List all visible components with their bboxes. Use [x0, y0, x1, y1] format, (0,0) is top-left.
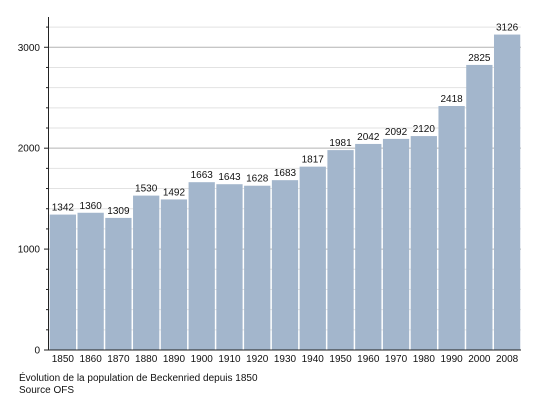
- data-label-1940: 1817: [302, 155, 325, 166]
- data-label-1920: 1628: [246, 174, 269, 185]
- data-label-2008: 3126: [496, 23, 519, 34]
- chart-caption: Évolution de la population de Beckenried…: [19, 373, 258, 384]
- data-label-1880: 1530: [135, 184, 158, 195]
- data-label-1950: 1981: [329, 138, 352, 149]
- bar-1990: [438, 106, 465, 350]
- bar-1890: [160, 199, 188, 350]
- bar-1850: [49, 214, 77, 350]
- bar-1940: [299, 166, 326, 350]
- data-label-1930: 1683: [274, 168, 297, 179]
- x-tick-1870: 1870: [107, 354, 130, 365]
- data-label-1890: 1492: [163, 187, 186, 198]
- x-tick-1910: 1910: [218, 354, 241, 365]
- bar-1910: [216, 184, 243, 350]
- x-tick-1900: 1900: [191, 354, 214, 365]
- data-label-1900: 1663: [191, 170, 214, 181]
- x-tick-1860: 1860: [80, 354, 103, 365]
- x-tick-1940: 1940: [302, 354, 325, 365]
- bars: [49, 34, 521, 351]
- data-label-1850: 1342: [52, 203, 75, 214]
- bar-1970: [382, 138, 410, 350]
- x-tick-2000: 2000: [468, 354, 491, 365]
- data-label-1910: 1643: [218, 172, 241, 183]
- y-tick-1000: 1000: [18, 245, 41, 256]
- data-label-2000: 2825: [468, 53, 491, 64]
- data-label-1860: 1360: [80, 201, 103, 212]
- bar-1920: [244, 185, 271, 350]
- bar-1900: [188, 182, 215, 350]
- x-tick-1990: 1990: [440, 354, 463, 365]
- y-tick-2000: 2000: [18, 144, 41, 155]
- data-labels: 1342 1360 1309 1530 1492 1663 1643 1628 1683 1817…: [52, 23, 519, 217]
- x-tick-1850: 1850: [52, 354, 75, 365]
- chart-source: Source OFS: [19, 385, 75, 396]
- bar-1880: [133, 195, 160, 350]
- y-tick-3000: 3000: [18, 43, 41, 54]
- data-label-1990: 2418: [440, 94, 463, 105]
- x-tick-2008: 2008: [496, 354, 519, 365]
- x-tick-1970: 1970: [385, 354, 408, 365]
- data-label-1870: 1309: [107, 206, 130, 217]
- x-tick-labels: 1850 1860 1870 1880 1890 1900 1910 1920 1930 1940…: [52, 354, 519, 365]
- bar-1960: [355, 143, 382, 350]
- bar-1980: [410, 136, 437, 350]
- data-label-1970: 2092: [385, 127, 408, 138]
- x-tick-1880: 1880: [135, 354, 158, 365]
- x-tick-1920: 1920: [246, 354, 269, 365]
- data-label-1960: 2042: [357, 132, 380, 143]
- x-tick-1930: 1930: [274, 354, 297, 365]
- bar-1950: [327, 150, 354, 350]
- bar-1870: [105, 217, 132, 350]
- bar-2000: [466, 64, 493, 350]
- bar-1930: [271, 180, 299, 350]
- x-tick-1960: 1960: [357, 354, 380, 365]
- bar-1860: [77, 212, 104, 350]
- x-tick-1950: 1950: [329, 354, 352, 365]
- axes: [44, 17, 521, 351]
- y-tick-labels: 0 1000 2000 3000: [18, 43, 41, 357]
- data-label-1980: 2120: [413, 124, 436, 135]
- x-tick-1980: 1980: [413, 354, 436, 365]
- y-tick-0: 0: [34, 346, 40, 357]
- x-tick-1890: 1890: [163, 354, 186, 365]
- bar-2008: [493, 34, 521, 351]
